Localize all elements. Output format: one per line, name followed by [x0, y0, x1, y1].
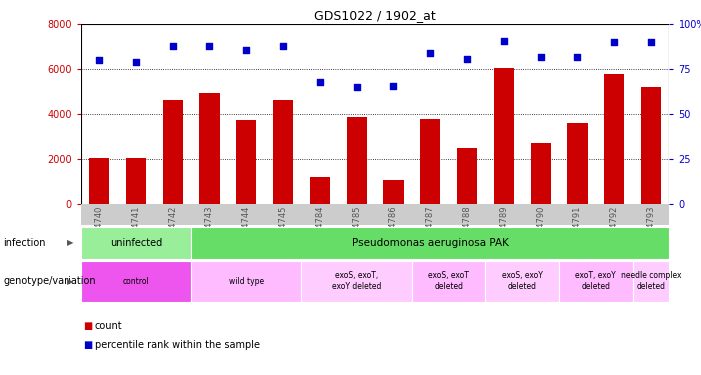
Point	[93, 57, 104, 63]
Text: genotype/variation: genotype/variation	[4, 276, 96, 286]
Text: ■: ■	[83, 321, 92, 331]
Bar	[420, 119, 440, 204]
Point	[314, 79, 325, 85]
Point	[130, 59, 142, 65]
Text: ■: ■	[83, 340, 92, 350]
Point	[388, 82, 399, 88]
Text: GSM24743: GSM24743	[205, 206, 214, 251]
Bar	[89, 158, 109, 204]
Text: GDS1022 / 1902_at: GDS1022 / 1902_at	[314, 9, 436, 22]
Text: infection: infection	[4, 238, 46, 248]
Text: GSM24787: GSM24787	[426, 206, 435, 251]
Bar	[346, 117, 367, 204]
Text: GSM24792: GSM24792	[610, 206, 619, 251]
Text: GSM24789: GSM24789	[499, 206, 508, 251]
Point	[351, 84, 362, 90]
Text: ▶: ▶	[67, 277, 73, 286]
Text: GSM24790: GSM24790	[536, 206, 545, 251]
Text: exoT, exoY
deleted: exoT, exoY deleted	[576, 271, 616, 291]
Bar	[125, 158, 146, 204]
Text: GSM24791: GSM24791	[573, 206, 582, 251]
Text: GSM24740: GSM24740	[95, 206, 104, 251]
Text: count: count	[95, 321, 122, 331]
Bar	[163, 100, 183, 204]
Text: GSM24788: GSM24788	[463, 206, 472, 251]
Text: GSM24786: GSM24786	[389, 206, 398, 251]
Text: needle complex
deleted: needle complex deleted	[621, 271, 681, 291]
Bar	[641, 87, 661, 204]
Bar	[457, 148, 477, 204]
Text: percentile rank within the sample: percentile rank within the sample	[95, 340, 259, 350]
Point	[535, 54, 546, 60]
Point	[204, 43, 215, 49]
Point	[167, 43, 178, 49]
Text: GSM24742: GSM24742	[168, 206, 177, 251]
Point	[278, 43, 289, 49]
Point	[646, 39, 657, 45]
Bar	[199, 93, 219, 204]
Text: exoS, exoT
deleted: exoS, exoT deleted	[428, 271, 469, 291]
Text: Pseudomonas aeruginosa PAK: Pseudomonas aeruginosa PAK	[352, 238, 509, 248]
Bar	[236, 120, 257, 204]
Point	[498, 38, 510, 44]
Text: control: control	[123, 277, 149, 286]
Point	[608, 39, 620, 45]
Text: ▶: ▶	[67, 238, 73, 248]
Bar	[273, 100, 293, 204]
Text: GSM24785: GSM24785	[352, 206, 361, 251]
Bar	[310, 177, 330, 204]
Bar	[567, 123, 587, 204]
Point	[240, 46, 252, 53]
Text: exoS, exoT,
exoY deleted: exoS, exoT, exoY deleted	[332, 271, 381, 291]
Text: wild type: wild type	[229, 277, 264, 286]
Text: GSM24793: GSM24793	[646, 206, 655, 251]
Text: uninfected: uninfected	[109, 238, 162, 248]
Text: GSM24744: GSM24744	[242, 206, 251, 251]
Point	[461, 56, 472, 62]
Bar	[494, 68, 514, 204]
Bar	[604, 74, 625, 204]
Text: GSM24745: GSM24745	[278, 206, 287, 251]
Text: exoS, exoY
deleted: exoS, exoY deleted	[502, 271, 543, 291]
Point	[425, 50, 436, 56]
Text: GSM24741: GSM24741	[131, 206, 140, 251]
Point	[572, 54, 583, 60]
Text: GSM24784: GSM24784	[315, 206, 325, 251]
Bar	[531, 142, 551, 204]
Bar	[383, 180, 404, 204]
